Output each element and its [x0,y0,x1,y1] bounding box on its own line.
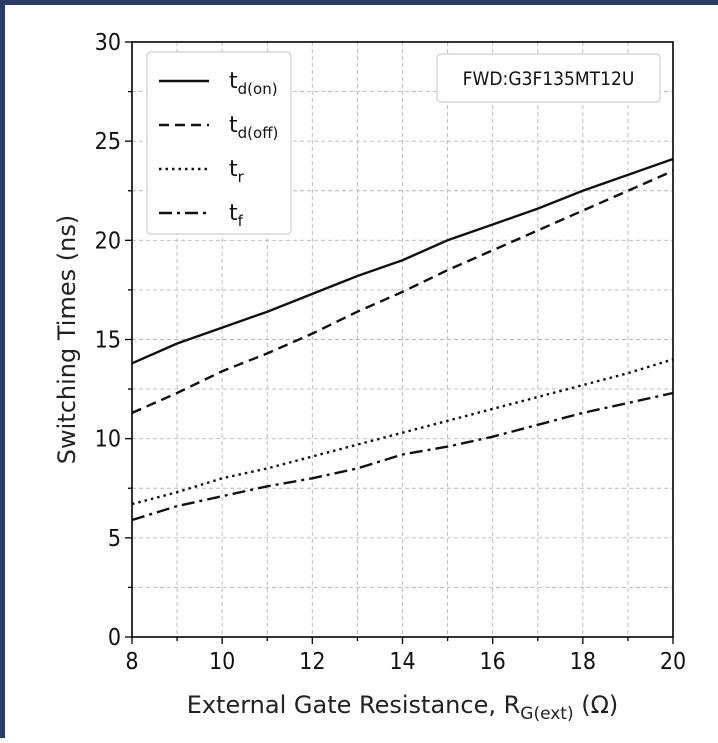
y-axis-label: Switching Times (ns) [53,215,81,464]
series-lines [131,157,674,522]
legend: td(on) td(off) tr tf [146,51,292,235]
series-line-f [131,391,674,522]
x-tick-label: 10 [209,649,235,675]
y-tick-label: 0 [108,625,121,651]
y-tick-label: 10 [95,427,121,453]
y-tick-label: 15 [95,328,121,354]
y-tick-label: 30 [95,30,121,56]
y-tick-label: 25 [95,129,121,155]
legend-box [146,51,292,235]
x-tick-label: 16 [480,649,506,675]
x-tick-label: 12 [299,649,325,675]
annotation-text: FWD:G3F135MT12U [463,68,635,90]
y-tick-label: 5 [108,526,121,552]
x-tick-label: 20 [660,649,686,675]
axis-ticks: 8 10 12 14 16 18 20 0 5 10 15 20 25 30 [95,30,686,675]
series-line-r [131,358,674,506]
switching-times-chart: 8 10 12 14 16 18 20 0 5 10 15 20 25 30 External Gate … [53,30,686,724]
legend-entry: tf [229,201,244,230]
series-line-doff [131,169,674,414]
x-tick-label: 18 [570,649,596,675]
legend-entry: tr [229,157,245,186]
legend-entry: td(off) [229,113,278,142]
series-line-don [131,157,674,365]
y-tick-label: 20 [95,228,121,254]
x-axis-label: External Gate Resistance, RG(ext) (Ω) [187,691,619,724]
x-tick-label: 8 [125,649,138,675]
annotation-box [436,53,661,103]
x-tick-label: 14 [389,649,415,675]
device-annotation: FWD:G3F135MT12U [436,53,661,103]
legend-entry: td(on) [229,69,278,98]
